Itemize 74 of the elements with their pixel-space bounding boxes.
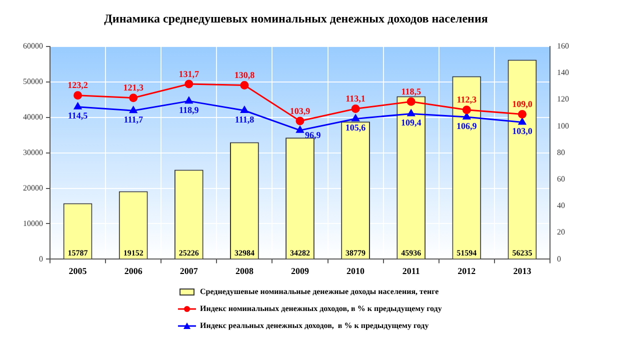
x-tick-label: 2007 — [180, 266, 198, 276]
point — [184, 80, 194, 88]
data-label: 111,7 — [124, 114, 144, 124]
data-label: 109,4 — [400, 118, 422, 128]
point — [462, 112, 470, 120]
y-tick-label: 20000 — [23, 183, 43, 192]
y2-tick-label: 120 — [557, 94, 569, 104]
data-label: 114,5 — [68, 110, 88, 121]
point — [406, 97, 416, 106]
point — [296, 126, 304, 133]
point — [130, 106, 138, 114]
data-label: 32984 — [234, 248, 254, 258]
data-label: 118,5 — [401, 86, 422, 96]
legend-label: Индекс реальных денежных доходов, в % к предыдущему году — [200, 321, 429, 330]
y-tick-label: 30000 — [23, 148, 43, 157]
y2-tick-label: 20 — [557, 228, 565, 237]
y-tick-label: 50000 — [23, 76, 43, 86]
x-tick-label: 2005 — [68, 266, 88, 276]
point — [240, 80, 249, 90]
y2-tick-label: 140 — [557, 68, 569, 78]
data-label: 131,7 — [178, 68, 200, 79]
x-tick-label: 2009 — [291, 266, 310, 276]
point — [518, 110, 526, 118]
data-label: 34282 — [290, 248, 310, 258]
x-tick-label: 2010 — [346, 266, 366, 276]
x-tick-label: 2011 — [402, 266, 420, 276]
data-label: 51594 — [456, 248, 477, 258]
y-tick-label: 40000 — [23, 112, 43, 122]
data-label: 103,0 — [512, 126, 533, 136]
data-label: 130,8 — [234, 70, 256, 80]
data-label: 56235 — [512, 248, 532, 258]
data-label: 113,1 — [346, 94, 366, 104]
y2-tick-label: 40 — [557, 201, 565, 210]
data-label: 109,0 — [512, 99, 533, 110]
point — [74, 102, 82, 110]
point — [407, 109, 415, 116]
point — [296, 116, 304, 126]
point — [74, 91, 82, 100]
data-label: 111,8 — [234, 114, 255, 124]
data-label: 103,9 — [290, 106, 311, 116]
point — [518, 118, 526, 125]
legend-label: Индекс номинальных денежных доходов, в % к предыдущему году — [200, 304, 442, 314]
y2-tick-label: 160 — [557, 41, 569, 50]
data-label: 121,3 — [123, 82, 144, 93]
point — [129, 94, 138, 102]
data-label: 15787 — [68, 248, 88, 258]
y-tick-label: 60000 — [23, 41, 43, 50]
legend-label: Среднедушевые номинальные денежные доходы населения, тенге — [200, 287, 440, 296]
data-label: 105,6 — [345, 122, 366, 133]
data-label: 112,3 — [456, 94, 478, 105]
point — [352, 114, 360, 122]
y-tick-label: 10000 — [23, 218, 43, 228]
data-label: 25226 — [178, 248, 199, 258]
data-label: 45936 — [401, 248, 422, 258]
data-label: 96,9 — [305, 130, 322, 140]
data-label: 106,9 — [456, 120, 478, 131]
x-tick-label: 2012 — [458, 266, 476, 276]
point — [240, 106, 248, 114]
y2-tick-label: 0 — [557, 254, 561, 264]
point — [462, 106, 471, 114]
y2-tick-label: 60 — [557, 174, 565, 184]
x-tick-label: 2008 — [235, 266, 254, 276]
data-label: 38779 — [346, 248, 366, 258]
y-tick-label: 0 — [39, 254, 43, 264]
data-label: 19152 — [123, 248, 144, 258]
y2-tick-label: 80 — [557, 148, 565, 157]
point — [351, 104, 360, 114]
x-tick-label: 2013 — [513, 266, 532, 276]
x-tick-label: 2006 — [124, 266, 143, 276]
chart-title: Динамика среднедушевых номинальных денежных доходов населения — [104, 11, 488, 26]
data-label: 123,2 — [68, 80, 88, 90]
y2-tick-label: 100 — [557, 121, 569, 130]
data-label: 118,9 — [179, 104, 200, 115]
point — [185, 96, 193, 104]
